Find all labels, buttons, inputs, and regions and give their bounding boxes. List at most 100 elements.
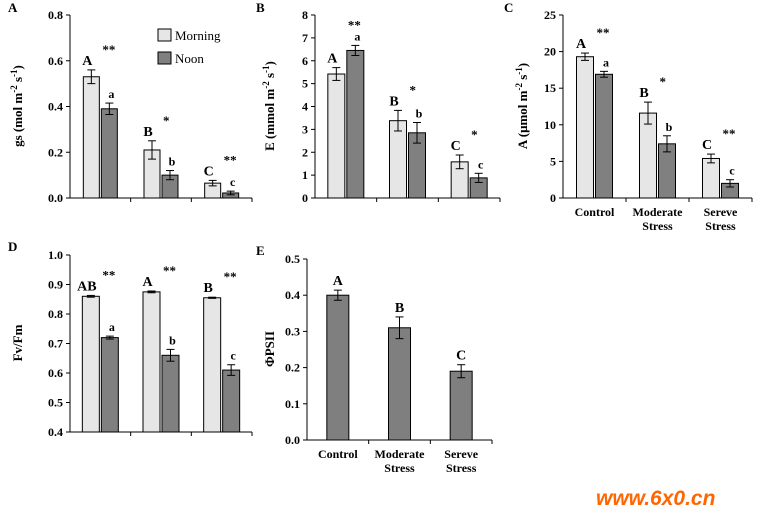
y-tick-label: 6 <box>302 54 308 68</box>
bar <box>142 291 161 433</box>
bar <box>595 73 613 199</box>
y-tick-label: 1.0 <box>48 248 63 262</box>
y-tick-label: 0.2 <box>285 361 300 375</box>
y-tick-label: 1 <box>302 168 308 182</box>
significance-letter: b <box>169 333 176 347</box>
bar <box>81 295 100 433</box>
bar <box>576 56 594 199</box>
bar <box>326 294 350 441</box>
bar <box>639 112 657 199</box>
y-tick-label: 4 <box>302 100 308 114</box>
panel-c: C 0 5 10 15 20 25 A (μmol m-2 s-1) Aa ** Control Bb… <box>504 0 753 233</box>
y-tick-label: 0.7 <box>48 337 63 351</box>
significance-stars: * <box>471 127 478 142</box>
bar <box>702 157 720 199</box>
panel-letter: E <box>256 243 265 258</box>
x-category-label: Moderate <box>375 447 426 461</box>
y-tick-label: 5 <box>550 154 556 168</box>
significance-letter: B <box>143 125 152 140</box>
significance-letter: c <box>230 175 236 189</box>
significance-letter: AB <box>77 279 96 294</box>
significance-letter: b <box>169 155 176 169</box>
y-tick-label: 7 <box>302 31 308 45</box>
bar <box>100 337 119 433</box>
significance-stars: * <box>163 113 170 128</box>
significance-letter: a <box>603 55 609 69</box>
x-category-label: Sereve <box>704 205 738 219</box>
y-tick-label: 0 <box>550 191 556 205</box>
legend-label-morning: Morning <box>175 28 221 43</box>
significance-stars: ** <box>723 126 736 141</box>
watermark-text: www.6x0.cn <box>596 487 715 510</box>
y-tick-label: 0.8 <box>48 307 63 321</box>
panel-e: E 0.0 0.1 0.2 0.3 0.4 0.5 ΦPSII A Control B Moderat… <box>256 243 493 475</box>
legend-swatch-morning <box>157 28 172 42</box>
significance-stars: ** <box>102 267 115 282</box>
significance-letter: A <box>333 274 344 289</box>
significance-letter: B <box>389 94 398 109</box>
y-tick-label: 10 <box>544 118 556 132</box>
x-category-label: Moderate <box>633 205 684 219</box>
bar <box>161 354 180 433</box>
y-tick-label: 2 <box>302 145 308 159</box>
bar <box>222 369 241 433</box>
y-tick-label: 0.6 <box>48 366 63 380</box>
panel-letter: A <box>8 0 18 15</box>
x-category-label: Control <box>318 447 358 461</box>
y-tick-label: 8 <box>302 8 308 22</box>
significance-letter: A <box>576 37 587 52</box>
x-category-label: Stress <box>705 219 736 233</box>
legend-swatch-noon <box>157 51 172 65</box>
legend: Morning Noon <box>157 28 221 66</box>
panel-d: D 0.4 0.5 0.6 0.7 0.8 0.9 1.0 Fv/Fm AB a ** Ab ** Bc ** <box>8 239 253 439</box>
y-tick-label: 0.1 <box>285 397 300 411</box>
y-tick-label: 20 <box>544 45 556 59</box>
bar <box>82 76 100 199</box>
bar <box>346 49 365 199</box>
y-tick-label: 0.5 <box>48 396 63 410</box>
y-tick-label: 0.4 <box>48 100 63 114</box>
significance-letter: A <box>327 52 338 67</box>
y-tick-label: 0 <box>302 191 308 205</box>
significance-letter: C <box>451 139 461 154</box>
panel-letter: B <box>256 0 265 15</box>
y-tick-label: 0.6 <box>48 54 63 68</box>
x-category-label: Control <box>575 205 615 219</box>
y-tick-label: 0.0 <box>285 433 300 447</box>
y-tick-label: 0.9 <box>48 278 63 292</box>
significance-stars: ** <box>163 263 176 278</box>
x-category-label: Stress <box>446 461 477 475</box>
bar <box>449 370 473 441</box>
significance-letter: C <box>204 164 214 179</box>
y-tick-label: 0.4 <box>285 288 300 302</box>
panel-a: A 0.0 0.2 0.4 0.6 0.8 gs (mol m-2 s-1) Aa ** Bb * C… <box>8 0 253 205</box>
significance-stars: ** <box>597 25 610 40</box>
y-tick-label: 25 <box>544 8 556 22</box>
significance-letter: a <box>354 29 360 43</box>
significance-letter: C <box>456 349 466 364</box>
significance-letter: A <box>142 275 153 290</box>
y-tick-label: 0.8 <box>48 8 63 22</box>
significance-letter: B <box>203 281 212 296</box>
significance-letter: a <box>109 320 115 334</box>
legend-label-noon: Noon <box>175 51 204 66</box>
bar <box>100 108 118 199</box>
significance-letter: b <box>666 120 673 134</box>
y-axis-label: E (mmol m-2 s-1) <box>261 61 277 151</box>
bar <box>388 327 411 441</box>
bar <box>389 120 407 199</box>
significance-letter: C <box>702 138 712 153</box>
y-axis-label: ΦPSII <box>262 331 277 367</box>
panel-letter: C <box>504 0 513 15</box>
significance-stars: * <box>660 74 667 89</box>
significance-stars: * <box>410 82 417 97</box>
significance-letter: c <box>231 349 237 363</box>
y-tick-label: 0.2 <box>48 145 63 159</box>
x-category-label: Stress <box>642 219 673 233</box>
x-category-label: Sereve <box>444 447 478 461</box>
y-tick-label: 15 <box>544 81 556 95</box>
bar <box>203 297 222 433</box>
panel-letter: D <box>8 239 17 254</box>
y-axis-label: gs (mol m-2 s-1) <box>9 65 25 147</box>
